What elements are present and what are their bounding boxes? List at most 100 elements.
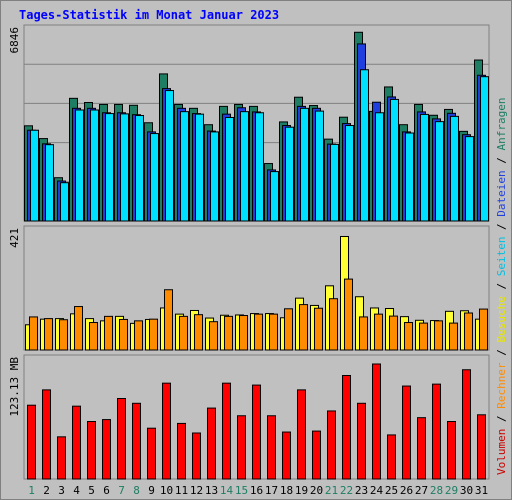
bar-seiten-day-30 — [465, 136, 474, 222]
bar-seiten-day-1 — [30, 129, 39, 222]
chart-title: Tages-Statistik im Monat Januar 2023 — [19, 8, 280, 22]
x-tick-label: 25 — [385, 484, 398, 497]
bar-seiten-day-5 — [90, 109, 99, 222]
bar-rechner-day-4 — [74, 306, 83, 351]
bar-volumen-day-21 — [327, 410, 336, 480]
x-tick-label: 8 — [133, 484, 140, 497]
x-tick-label: 15 — [235, 484, 248, 497]
bar-rechner-day-23 — [359, 316, 368, 351]
series-volumen — [27, 363, 486, 480]
bar-volumen-day-11 — [177, 422, 186, 480]
bar-seiten-day-17 — [270, 171, 279, 222]
side-legend-item: Anfragen — [495, 97, 508, 157]
bar-rechner-day-30 — [464, 312, 473, 351]
bar-rechner-day-8 — [134, 320, 143, 351]
x-tick-label: 20 — [310, 484, 323, 497]
x-axis-day-labels: 1 2 3 4 5 6 7 8 9 10 11 12 13 14 15 16 17 18 19 20 21 22 23 24 2… — [28, 484, 488, 497]
bar-rechner-day-13 — [209, 321, 218, 351]
bar-seiten-day-10 — [165, 90, 174, 222]
bar-volumen-day-28 — [432, 383, 441, 480]
bar-volumen-day-24 — [372, 363, 381, 480]
bar-rechner-day-2 — [44, 318, 53, 351]
bar-volumen-day-30 — [462, 369, 471, 480]
x-tick-label: 10 — [160, 484, 173, 497]
bar-volumen-day-18 — [282, 431, 291, 480]
x-tick-label: 14 — [220, 484, 234, 497]
bar-volumen-day-2 — [42, 389, 51, 480]
bar-volumen-day-7 — [117, 397, 126, 480]
x-tick-label: 21 — [325, 484, 338, 497]
bar-seiten-day-20 — [315, 110, 324, 222]
bar-seiten-day-16 — [255, 112, 264, 222]
bar-seiten-day-28 — [435, 121, 444, 222]
y-axis-max-labels: 6846 421 123.13 MB — [8, 27, 21, 417]
x-tick-label: 12 — [190, 484, 203, 497]
bar-seiten-day-13 — [210, 131, 219, 222]
x-tick-label: 4 — [73, 484, 80, 497]
bar-seiten-day-19 — [300, 107, 309, 222]
bar-volumen-day-17 — [267, 415, 276, 480]
series-seiten — [30, 69, 489, 222]
bar-volumen-day-22 — [342, 374, 351, 480]
x-tick-label: 1 — [28, 484, 35, 497]
x-tick-label: 19 — [295, 484, 308, 497]
bar-rechner-day-11 — [179, 315, 188, 351]
x-tick-label: 22 — [340, 484, 353, 497]
bar-volumen-day-27 — [417, 417, 426, 480]
panel-visits — [23, 225, 490, 351]
bar-rechner-day-16 — [254, 313, 263, 351]
bar-volumen-day-9 — [147, 427, 156, 480]
bar-rechner-day-10 — [164, 289, 173, 351]
bar-seiten-day-3 — [60, 182, 69, 222]
bar-volumen-day-25 — [387, 434, 396, 480]
x-tick-label: 27 — [415, 484, 428, 497]
bar-seiten-day-18 — [285, 126, 294, 222]
bar-rechner-day-15 — [239, 315, 248, 351]
bar-seiten-day-7 — [120, 113, 129, 222]
x-tick-label: 2 — [43, 484, 50, 497]
bar-rechner-day-21 — [329, 298, 338, 351]
side-legend-item: Volumen — [495, 429, 508, 475]
side-legend: Volumen / Rechner / Besuche / Seiten / D… — [495, 97, 508, 475]
bar-volumen-day-8 — [132, 402, 141, 480]
bar-seiten-day-14 — [225, 116, 234, 222]
bar-rechner-day-27 — [419, 322, 428, 351]
bar-seiten-day-12 — [195, 113, 204, 222]
bar-rechner-day-17 — [269, 313, 278, 351]
bar-volumen-day-20 — [312, 430, 321, 480]
bar-volumen-day-5 — [87, 420, 96, 480]
bar-rechner-day-12 — [194, 314, 203, 351]
bar-volumen-day-31 — [477, 414, 486, 480]
bar-rechner-day-6 — [104, 315, 113, 351]
side-legend-item: Seiten — [495, 237, 508, 283]
panel-requests — [23, 24, 490, 222]
x-tick-label: 13 — [205, 484, 218, 497]
bar-rechner-day-24 — [374, 313, 383, 351]
x-tick-label: 26 — [400, 484, 413, 497]
bar-volumen-day-12 — [192, 432, 201, 480]
chart-panels — [23, 24, 490, 480]
bar-volumen-day-19 — [297, 389, 306, 480]
bar-rechner-day-3 — [59, 319, 68, 351]
x-tick-label: 30 — [460, 484, 473, 497]
y-max-label-volume: 123.13 MB — [8, 357, 21, 417]
side-legend-item: Rechner — [495, 362, 508, 415]
side-legend-item: / — [495, 223, 508, 236]
side-legend-item: / — [495, 157, 508, 170]
bar-seiten-day-31 — [480, 76, 489, 222]
x-tick-label: 7 — [118, 484, 125, 497]
bar-rechner-day-5 — [89, 322, 98, 351]
bar-seiten-day-9 — [150, 133, 159, 222]
side-legend-item: / — [495, 283, 508, 296]
x-tick-label: 29 — [445, 484, 458, 497]
side-legend-item: / — [495, 415, 508, 428]
bar-rechner-day-20 — [314, 307, 323, 351]
bar-seiten-day-22 — [345, 125, 354, 222]
x-tick-label: 31 — [475, 484, 488, 497]
bar-seiten-day-11 — [180, 111, 189, 222]
x-tick-label: 18 — [280, 484, 293, 497]
bar-rechner-day-7 — [119, 318, 128, 351]
bar-rechner-day-22 — [344, 278, 353, 351]
panel-volume — [23, 354, 490, 480]
bar-volumen-day-1 — [27, 404, 36, 480]
